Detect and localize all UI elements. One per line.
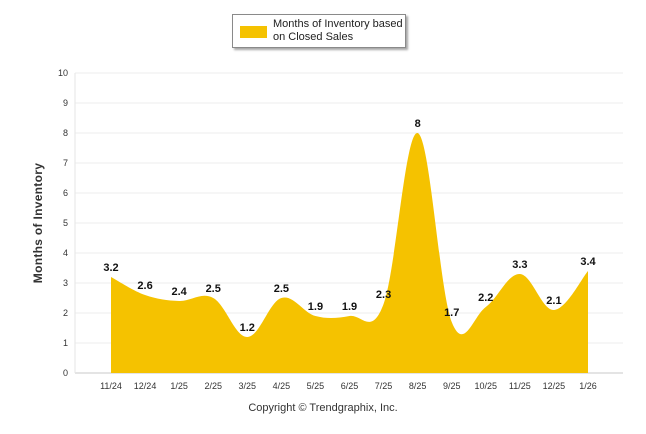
y-tick-label: 9 [63, 98, 68, 108]
x-tick-label: 11/24 [100, 381, 122, 391]
y-tick-label: 0 [63, 368, 68, 378]
x-axis-ticks: 11/24 12/24 1/25 2/25 3/25 4/25 5/25 6/25 7/25 8/… [100, 381, 597, 391]
x-tick-label: 12/25 [543, 381, 566, 391]
x-tick-label: 2/25 [204, 381, 222, 391]
y-tick-label: 6 [63, 188, 68, 198]
data-label: 2.5 [274, 283, 289, 295]
data-label: 2.1 [546, 295, 561, 307]
data-label: 3.3 [512, 259, 527, 271]
x-tick-label: 11/25 [509, 381, 531, 391]
x-tick-label: 3/25 [239, 381, 257, 391]
data-label: 1.9 [342, 301, 357, 313]
y-axis-ticks: 0 1 2 3 4 5 6 7 8 9 10 [58, 68, 68, 378]
y-tick-label: 5 [63, 218, 68, 228]
data-label: 2.6 [137, 280, 152, 292]
y-tick-label: 2 [63, 308, 68, 318]
y-tick-label: 7 [63, 158, 68, 168]
data-label: 2.2 [478, 292, 493, 304]
legend: Months of Inventory based on Closed Sale… [232, 14, 406, 48]
y-axis-label: Months of Inventory [31, 162, 45, 284]
data-label: 1.9 [308, 301, 323, 313]
x-tick-label: 8/25 [409, 381, 427, 391]
data-labels: 3.2 2.6 2.4 2.5 1.2 2.5 1.9 1.9 2.3 8 1.7 2.2 3.3 2.1… [103, 118, 596, 334]
y-tick-label: 8 [63, 128, 68, 138]
x-tick-label: 1/25 [170, 381, 188, 391]
data-label: 2.5 [206, 283, 221, 295]
x-tick-label: 7/25 [375, 381, 393, 391]
y-tick-label: 3 [63, 278, 68, 288]
data-label: 3.2 [103, 262, 118, 274]
x-tick-label: 1/26 [579, 381, 597, 391]
y-tick-label: 4 [63, 248, 68, 258]
y-tick-label: 10 [58, 68, 68, 78]
legend-swatch [240, 26, 267, 38]
data-label: 1.2 [240, 322, 255, 334]
x-tick-label: 10/25 [475, 381, 498, 391]
data-label: 2.3 [376, 289, 391, 301]
x-tick-label: 9/25 [443, 381, 461, 391]
data-label: 3.4 [580, 256, 596, 268]
x-tick-label: 6/25 [341, 381, 359, 391]
legend-label: Months of Inventory based on Closed Sale… [273, 18, 403, 43]
data-label: 1.7 [444, 307, 459, 319]
data-label: 2.4 [171, 286, 187, 298]
x-tick-label: 12/24 [134, 381, 157, 391]
data-label: 8 [415, 118, 421, 130]
x-tick-label: 5/25 [307, 381, 325, 391]
y-tick-label: 1 [63, 338, 68, 348]
series-area-layer [111, 132, 588, 373]
x-tick-label: 4/25 [273, 381, 291, 391]
series-area [111, 132, 588, 373]
copyright-footer: Copyright © Trendgraphix, Inc. [248, 402, 398, 414]
